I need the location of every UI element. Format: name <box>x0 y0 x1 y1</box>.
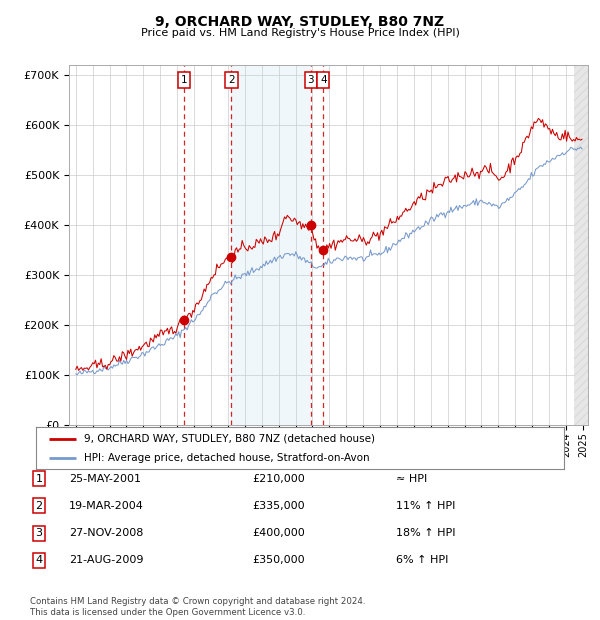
Text: Contains HM Land Registry data © Crown copyright and database right 2024.
This d: Contains HM Land Registry data © Crown c… <box>30 598 365 617</box>
Text: 2: 2 <box>228 75 235 85</box>
Text: 6% ↑ HPI: 6% ↑ HPI <box>396 556 448 565</box>
Text: £350,000: £350,000 <box>252 556 305 565</box>
Text: 1: 1 <box>181 75 187 85</box>
Text: 3: 3 <box>35 528 43 538</box>
Text: 21-AUG-2009: 21-AUG-2009 <box>69 556 143 565</box>
Bar <box>232 65 311 425</box>
Text: 18% ↑ HPI: 18% ↑ HPI <box>396 528 455 538</box>
Bar <box>574 65 592 425</box>
Text: £210,000: £210,000 <box>252 474 305 484</box>
Text: £400,000: £400,000 <box>252 528 305 538</box>
Text: 11% ↑ HPI: 11% ↑ HPI <box>396 501 455 511</box>
Text: 9, ORCHARD WAY, STUDLEY, B80 7NZ: 9, ORCHARD WAY, STUDLEY, B80 7NZ <box>155 16 445 30</box>
Text: £335,000: £335,000 <box>252 501 305 511</box>
Bar <box>574 65 592 425</box>
Text: Price paid vs. HM Land Registry's House Price Index (HPI): Price paid vs. HM Land Registry's House … <box>140 28 460 38</box>
Text: HPI: Average price, detached house, Stratford-on-Avon: HPI: Average price, detached house, Stra… <box>83 453 369 463</box>
Text: 4: 4 <box>320 75 326 85</box>
Text: 27-NOV-2008: 27-NOV-2008 <box>69 528 143 538</box>
Text: 19-MAR-2004: 19-MAR-2004 <box>69 501 144 511</box>
Text: 2: 2 <box>35 501 43 511</box>
Text: 25-MAY-2001: 25-MAY-2001 <box>69 474 141 484</box>
Text: 3: 3 <box>308 75 314 85</box>
Text: ≈ HPI: ≈ HPI <box>396 474 427 484</box>
Text: 9, ORCHARD WAY, STUDLEY, B80 7NZ (detached house): 9, ORCHARD WAY, STUDLEY, B80 7NZ (detach… <box>83 433 374 443</box>
Text: 4: 4 <box>35 556 43 565</box>
Text: 1: 1 <box>35 474 43 484</box>
